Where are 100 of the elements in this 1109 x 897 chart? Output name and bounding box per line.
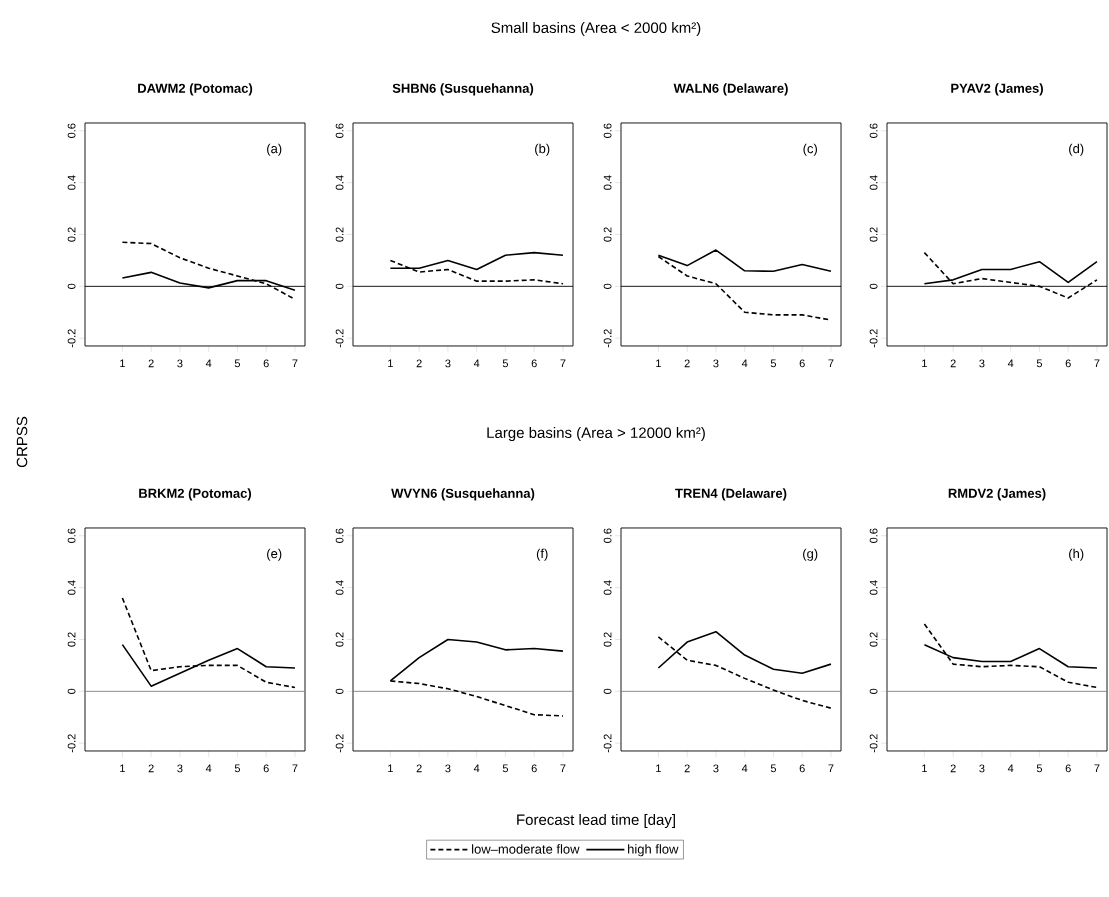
y-tick-label: 0 [603, 688, 612, 694]
annotation: (d) [1069, 143, 1084, 156]
y-tick-label: 0 [869, 688, 878, 694]
y-tick-label: 0.4 [335, 580, 344, 595]
annotation: (g) [803, 548, 818, 561]
x-tick-label: 3 [177, 764, 183, 773]
y-tick-label: 0.6 [869, 528, 878, 543]
y-tick-label: 0.2 [335, 632, 344, 647]
y-tick-label: 0.2 [869, 632, 878, 647]
chart-title: WALN6 (Delaware) [673, 83, 788, 96]
x-tick-label: 4 [205, 764, 212, 773]
x-tick-label: 1 [656, 764, 661, 773]
y-tick-label: 0 [603, 283, 612, 289]
y-tick-label: 0 [335, 688, 344, 694]
x-tick-label: 2 [950, 764, 956, 773]
y-tick-label: 0.4 [603, 175, 612, 190]
annotation: (a) [267, 143, 282, 156]
x-tick-label: 6 [263, 359, 269, 368]
x-tick-label: 7 [560, 359, 566, 368]
y-tick-label: 0.2 [603, 227, 612, 242]
text: Forecast lead time [day] [517, 813, 675, 828]
x-tick-label: 6 [799, 359, 805, 368]
x-tick-label: 7 [292, 764, 298, 773]
x-tick-label: 4 [473, 359, 480, 368]
x-tick-label: 4 [741, 359, 748, 368]
x-tick-label: 6 [1065, 764, 1071, 773]
line-series [923, 623, 1098, 689]
x-tick-label: 5 [770, 764, 777, 773]
y-tick-label: 0.4 [67, 175, 76, 190]
legend-label: low–moderate flow [472, 844, 580, 854]
y-tick-label: 0.2 [67, 227, 76, 242]
chart-title: PYAV2 (James) [951, 83, 1043, 96]
x-tick-label: 6 [1065, 359, 1071, 368]
x-tick-label: 5 [1036, 764, 1043, 773]
annotation: (c) [803, 143, 817, 156]
y-tick-label: 0.6 [67, 123, 76, 138]
y-tick-label: 0 [67, 688, 76, 694]
x-tick-label: 7 [1094, 764, 1100, 773]
annotation: (h) [1069, 548, 1084, 561]
x-tick-label: 1 [388, 764, 393, 773]
y-tick-label: 0.6 [335, 528, 344, 543]
x-tick-label: 1 [388, 359, 393, 368]
text: Small basins (Area < 2000 km²) [491, 22, 701, 36]
x-tick-label: 5 [770, 359, 777, 368]
x-tick-label: 4 [1007, 359, 1014, 368]
x-tick-label: 7 [560, 764, 566, 773]
chart-title: TREN4 (Delaware) [675, 488, 787, 501]
y-tick-label: -0.2 [603, 329, 612, 348]
x-tick-label: 7 [828, 764, 834, 773]
y-tick-label: -0.2 [335, 329, 344, 348]
annotation: (e) [267, 548, 282, 561]
y-tick-label: 0.4 [603, 580, 612, 595]
x-tick-label: 2 [684, 359, 690, 368]
x-tick-label: 1 [922, 764, 927, 773]
y-tick-label: -0.2 [335, 734, 344, 753]
y-tick-label: -0.2 [869, 329, 878, 348]
chart-title: BRKM2 (Potomac) [139, 488, 252, 501]
legend-label: high flow [628, 844, 679, 857]
y-tick-label: 0.4 [869, 580, 878, 595]
x-tick-label: 5 [234, 764, 241, 773]
x-tick-label: 6 [799, 764, 805, 773]
x-tick-label: 5 [1036, 359, 1043, 368]
y-tick-label: 0.2 [67, 632, 76, 647]
x-tick-label: 4 [473, 764, 480, 773]
y-tick-label: -0.2 [603, 734, 612, 753]
x-tick-label: 4 [741, 764, 748, 773]
chart-title: WVYN6 (Susquehanna) [391, 488, 535, 501]
x-tick-label: 2 [416, 359, 422, 368]
x-tick-label: 3 [979, 359, 985, 368]
chart-title: RMDV2 (James) [948, 488, 1046, 501]
y-tick-label: 0.2 [603, 632, 612, 647]
x-tick-label: 5 [502, 764, 509, 773]
y-tick-label: 0.6 [67, 528, 76, 543]
annotation: (f) [536, 548, 548, 561]
x-tick-label: 7 [292, 359, 298, 368]
x-tick-label: 3 [979, 764, 985, 773]
annotation: (b) [535, 143, 550, 156]
y-tick-label: -0.2 [67, 734, 76, 753]
x-tick-label: 6 [263, 764, 269, 773]
x-tick-label: 2 [148, 764, 154, 773]
x-tick-label: 3 [713, 359, 719, 368]
y-tick-label: 0.6 [335, 123, 344, 138]
x-tick-label: 3 [445, 764, 451, 773]
y-tick-label: 0 [335, 283, 344, 289]
x-tick-label: 2 [148, 359, 154, 368]
y-tick-label: 0.6 [603, 123, 612, 138]
x-tick-label: 2 [950, 359, 956, 368]
x-tick-label: 7 [828, 359, 834, 368]
y-tick-label: 0.4 [869, 175, 878, 190]
x-tick-label: 6 [531, 359, 537, 368]
x-tick-label: 1 [922, 359, 927, 368]
y-tick-label: 0.4 [335, 175, 344, 190]
y-tick-label: 0.4 [67, 580, 76, 595]
x-tick-label: 2 [684, 764, 690, 773]
x-tick-label: 1 [656, 359, 661, 368]
x-tick-label: 4 [205, 359, 212, 368]
y-tick-label: 0 [869, 283, 878, 289]
x-tick-label: 4 [1007, 764, 1014, 773]
x-tick-label: 2 [416, 764, 422, 773]
line-series [121, 597, 296, 689]
